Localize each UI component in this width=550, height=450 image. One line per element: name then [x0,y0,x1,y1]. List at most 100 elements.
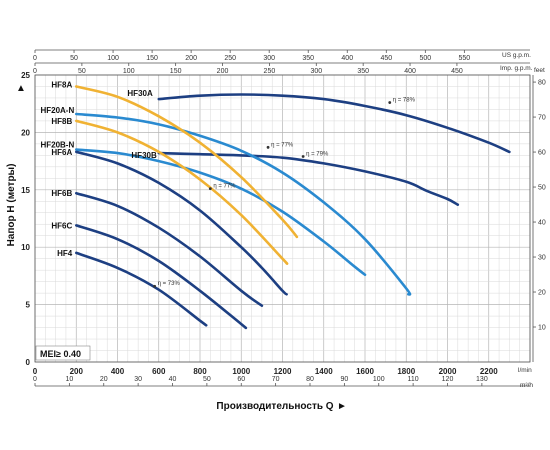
us-gpm-tick-label: 450 [380,55,392,62]
us-gpm-tick-label: 550 [459,55,471,62]
curve-hf6a [75,150,288,296]
m3h-tick-label: 60 [237,376,245,383]
x-axis-title: Производительность Q [216,401,333,412]
y-axis-arrow: ▲ [16,83,26,94]
curve-label-hf20a-n: HF20A-N [40,106,74,115]
efficiency-marker [266,145,270,149]
imp-gpm-tick-label: 100 [123,68,135,75]
efficiency-marker [208,187,212,191]
x-tick-label: 1200 [274,367,292,376]
m3h-tick-label: 30 [134,376,142,383]
y-tick-label: 10 [21,243,30,252]
us-gpm-tick-label: 150 [146,55,158,62]
curve-hf30a [157,93,511,154]
m3h-tick-label: 50 [203,376,211,383]
curve-label-hf8a: HF8A [51,80,72,89]
y-axis-title: Напор H (метры) [6,164,17,247]
x-tick-label: 200 [70,367,84,376]
curve-label-hf30a: HF30A [127,89,153,98]
curve-label-hf6c: HF6C [51,221,72,230]
imp-gpm-tick-label: 450 [451,68,463,75]
feet-tick-label: 70 [538,115,546,122]
m3h-tick-label: 130 [476,376,488,383]
curve-hf6c [75,224,248,330]
us-gpm-tick-label: 50 [70,55,78,62]
x-tick-label: 2200 [480,367,498,376]
m3h-tick-label: 10 [65,376,73,383]
us-gpm-tick-label: 200 [185,55,197,62]
m3h-tick-label: 90 [340,376,348,383]
feet-tick-label: 10 [538,325,546,332]
us-gpm-tick-label: 350 [302,55,314,62]
curve-hf20a-n [75,112,412,296]
mei-box [35,345,91,361]
curve-label-hf20b-n: HF20B-N [40,141,74,150]
efficiency-marker [301,155,305,158]
imp-gpm-tick-label: 50 [78,68,86,75]
efficiency-label: η = 73% [158,281,181,287]
curve-hf8a [75,85,299,239]
imp-gpm-tick-label: 150 [170,68,182,75]
curve-label-hf4: HF4 [57,249,73,258]
axes [34,49,536,387]
y-tick-label: 25 [21,71,30,80]
x-tick-label: 1400 [315,367,333,376]
x-tick-label: 1000 [232,367,250,376]
us-gpm-tick-label: 100 [107,55,119,62]
imp-gpm-tick-label: 300 [310,68,322,75]
m3h-tick-label: 20 [100,376,108,383]
efficiency-label: η = 78% [393,98,416,104]
efficiency-marker [153,284,157,288]
m3h-tick-label: 70 [272,376,280,383]
m3h-tick-label: 0 [33,376,37,383]
efficiency-label: η = 77% [213,184,236,190]
y-tick-label: 0 [26,358,31,367]
curve-label-hf6b: HF6B [51,189,72,198]
x-tick-label: 1800 [397,367,415,376]
us-gpm-tick-label: 0 [33,55,37,62]
curve-hf6b [75,191,264,307]
us-gpm-tick-label: 400 [341,55,353,62]
mei-label: MEI≥ 0.40 [40,349,81,359]
m3h-tick-label: 80 [306,376,314,383]
curve-hf20b-n [75,148,367,277]
curve-hf30b [157,151,460,206]
imp-gpm-unit-label: Imp. g.p.m. [500,65,533,72]
imp-gpm-tick-label: 200 [217,68,229,75]
efficiency-label: η = 77% [271,142,294,148]
curve-label-hf30b: HF30B [131,151,157,160]
imp-gpm-tick-label: 350 [357,68,369,75]
m3h-unit-label: m³/h [520,382,533,389]
curve-hf8b [75,119,289,265]
us-gpm-unit-label: US g.p.m. [502,52,531,59]
m3h-tick-label: 40 [169,376,177,383]
y-tick-label: 5 [26,301,31,310]
y-tick-label: 20 [21,128,30,137]
curve-label-hf6a: HF6A [51,148,72,157]
feet-tick-label: 80 [538,80,546,87]
m3h-tick-label: 120 [442,376,454,383]
feet-unit-label: feet [534,67,545,74]
y-tick-label: 15 [21,186,30,195]
x-axis-arrow: ► [337,401,347,412]
imp-gpm-tick-label: 250 [264,68,276,75]
m3h-tick-label: 110 [408,376,419,383]
us-gpm-tick-label: 300 [263,55,275,62]
x-tick-label: 2000 [439,367,457,376]
x-tick-label: 600 [152,367,166,376]
feet-tick-label: 30 [538,255,546,262]
feet-tick-label: 40 [538,220,546,227]
curve-hf4 [75,251,208,327]
us-gpm-tick-label: 250 [224,55,236,62]
curve-label-hf8b: HF8B [51,117,72,126]
efficiency-label: η = 79% [306,152,329,158]
imp-gpm-tick-label: 400 [404,68,416,75]
efficiency-annotations: η = 78% η = 79% η = 77% η = 77% η = 73% [153,98,416,288]
x-tick-label: 400 [111,367,125,376]
x-tick-label: 1600 [356,367,374,376]
imp-gpm-tick-label: 0 [33,68,37,75]
feet-tick-label: 50 [538,185,546,192]
x-tick-label: 800 [193,367,207,376]
curves [75,85,511,330]
